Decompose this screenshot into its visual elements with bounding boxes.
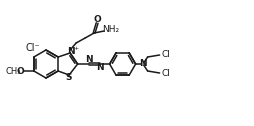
Text: Cl: Cl xyxy=(161,69,170,78)
Text: NH₂: NH₂ xyxy=(103,25,120,35)
Text: Cl: Cl xyxy=(161,50,170,59)
Text: CH₃: CH₃ xyxy=(5,67,21,75)
Text: O: O xyxy=(17,67,24,75)
Text: +: + xyxy=(73,45,78,51)
Text: O: O xyxy=(93,14,101,24)
Text: N: N xyxy=(67,47,75,56)
Text: N: N xyxy=(139,59,147,69)
Text: Cl⁻: Cl⁻ xyxy=(26,43,40,53)
Text: N: N xyxy=(85,55,92,65)
Text: S: S xyxy=(66,73,72,82)
Text: N: N xyxy=(96,64,103,72)
